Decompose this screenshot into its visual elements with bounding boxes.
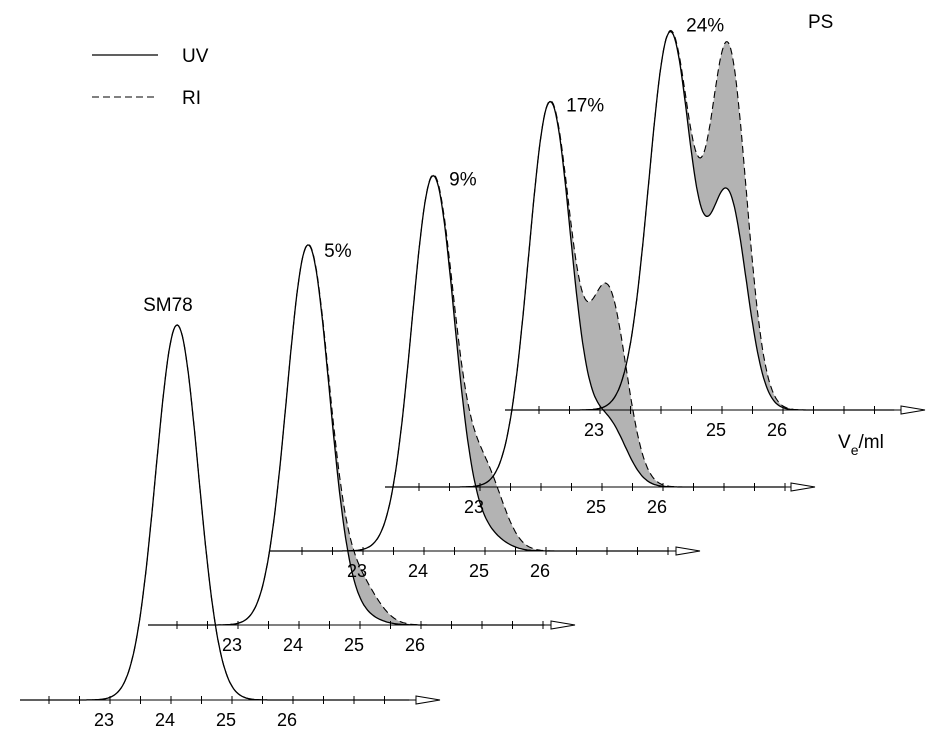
trace-5: 23 25 26 24% xyxy=(505,16,926,440)
trace-1-label: SM78 xyxy=(143,295,193,316)
trace-1-uv-curve xyxy=(20,324,410,701)
trace-3-tick-label: 25 xyxy=(469,561,489,581)
trace-1-tick-label: 25 xyxy=(216,710,236,730)
trace-2-uv-curve xyxy=(148,244,545,626)
legend: UV RI xyxy=(92,46,209,109)
trace-1-axis-arrow xyxy=(415,695,441,705)
trace-3-uv-curve xyxy=(270,175,669,552)
trace-3-label: 9% xyxy=(449,170,477,191)
trace-1: 23 24 25 26 SM78 xyxy=(20,295,441,730)
trace-1-tick-label: 24 xyxy=(155,710,175,730)
trace-3-axis-arrow xyxy=(675,546,701,556)
trace-4-tick-label: 26 xyxy=(647,497,667,517)
trace-5-uv-curve xyxy=(505,30,895,411)
trace-2-tick-label: 23 xyxy=(222,635,242,655)
trace-4: 23 25 26 17% xyxy=(385,96,816,517)
trace-2-tick-label: 24 xyxy=(283,635,303,655)
x-axis-label: Ve/ml xyxy=(838,432,884,458)
trace-1-tick-label: 26 xyxy=(277,710,297,730)
trace-4-tick-label: 25 xyxy=(586,497,606,517)
trace-4-axis-arrow xyxy=(790,482,816,492)
trace-2-tick-label: 26 xyxy=(405,635,425,655)
trace-5-tick-label: 23 xyxy=(584,420,604,440)
trace-2-tick-label: 25 xyxy=(344,635,364,655)
trace-5-tick-label: 25 xyxy=(706,420,726,440)
traces: 23 24 25 26 SM78 23 24 25 26 5% 23 24 25 26 9% 23 25 26 17… xyxy=(20,16,926,730)
x-axis-label-sub: e xyxy=(851,442,859,458)
trace-3-tick-label: 23 xyxy=(347,561,367,581)
legend-ri-label: RI xyxy=(182,88,201,109)
legend-uv-label: UV xyxy=(182,46,209,67)
x-axis-label-unit: /ml xyxy=(858,432,883,453)
trace-2-axis-arrow xyxy=(550,620,576,630)
trace-3-tick-label: 24 xyxy=(408,561,428,581)
trace-5-tick-label: 26 xyxy=(767,420,787,440)
trace-4-label: 17% xyxy=(566,96,604,117)
trace-4-tick-label: 23 xyxy=(464,497,484,517)
trace-1-tick-label: 23 xyxy=(94,710,114,730)
trace-5-ri-curve xyxy=(505,29,895,411)
trace-4-uv-curve xyxy=(385,101,784,488)
ps-annotation: PS xyxy=(808,12,833,33)
trace-5-axis-arrow xyxy=(900,405,926,415)
trace-2-label: 5% xyxy=(324,241,352,262)
trace-2: 23 24 25 26 5% xyxy=(148,241,576,655)
x-axis-label-main: V xyxy=(838,432,851,453)
trace-3: 23 24 25 26 9% xyxy=(270,170,701,581)
trace-3-tick-label: 26 xyxy=(530,561,550,581)
trace-5-label: 24% xyxy=(686,16,724,37)
trace-5-difference-area xyxy=(505,30,895,410)
